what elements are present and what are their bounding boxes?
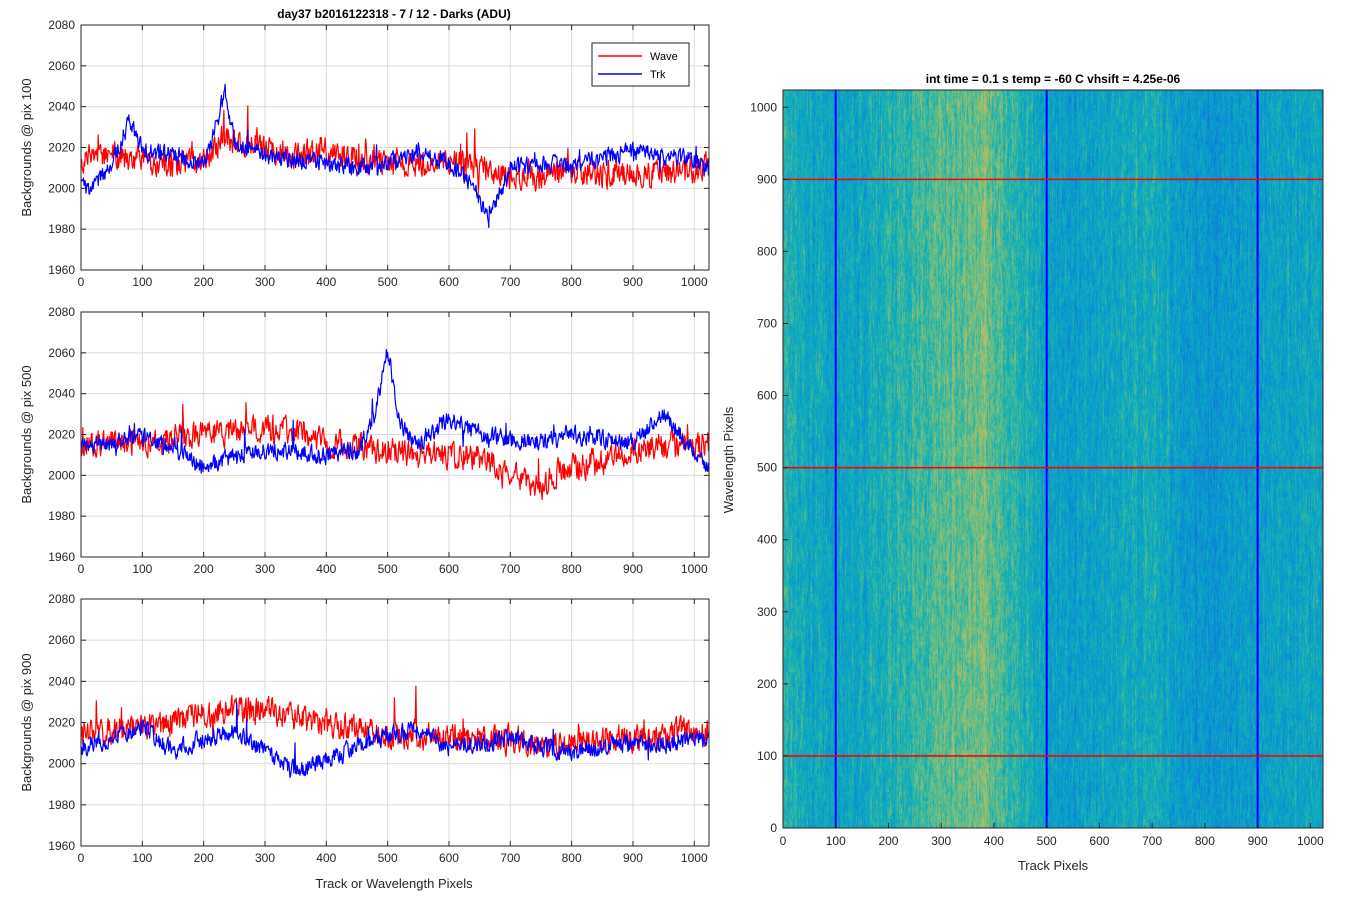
x-tick-label: 1000 [681, 275, 708, 289]
x-tick-label: 0 [78, 851, 85, 865]
y-tick-label: 400 [757, 533, 777, 547]
y-tick-label: 2020 [48, 428, 75, 442]
heatmap-frame [782, 89, 1324, 829]
y-tick-label: 1980 [48, 222, 75, 236]
y-tick-label: 1980 [48, 509, 75, 523]
y-tick-label: 2080 [48, 592, 75, 606]
x-tick-label: 500 [1037, 834, 1057, 848]
y-tick-label: 1980 [48, 798, 75, 812]
x-tick-label: 900 [623, 275, 643, 289]
x-tick-label: 600 [439, 562, 459, 576]
x-axis-label-left: Track or Wavelength Pixels [315, 876, 473, 891]
y-tick-label: 2020 [48, 141, 75, 155]
legend-box [591, 42, 690, 87]
y-tick-label: 900 [757, 172, 777, 186]
x-tick-label: 600 [439, 851, 459, 865]
legend-label-wave: Wave [650, 51, 678, 63]
line-plot-pix-900: 0 100 200 300 400 500 600 700 800 900 1000 1960 1980… [19, 592, 710, 865]
series-line-trk [80, 348, 709, 474]
x-tick-label: 0 [780, 834, 787, 848]
legend: Wave Trk [591, 42, 690, 87]
x-tick-label: 900 [623, 562, 643, 576]
x-tick-label: 700 [500, 851, 520, 865]
line-plot-pix-100: 0 100 200 300 400 500 600 700 800 900 1000 1960 1980… [19, 18, 710, 289]
y-tick-label: 2020 [48, 716, 75, 730]
x-tick-label: 800 [562, 851, 582, 865]
figure-title: day37 b2016122318 - 7 / 12 - Darks (ADU) [277, 7, 510, 21]
y-tick-label: 1960 [48, 839, 75, 853]
y-axis-label: Backgrounds @ pix 500 [19, 365, 34, 503]
x-tick-label: 600 [1089, 834, 1109, 848]
y-tick-label: 2080 [48, 18, 75, 32]
y-tick-label: 2080 [48, 305, 75, 319]
x-tick-label: 500 [378, 851, 398, 865]
y-tick-label: 2000 [48, 757, 75, 771]
x-tick-label: 1000 [681, 562, 708, 576]
x-tick-label: 900 [1248, 834, 1268, 848]
y-tick-label: 1960 [48, 550, 75, 564]
x-tick-label: 400 [316, 275, 336, 289]
x-tick-label: 800 [1195, 834, 1215, 848]
x-tick-label: 400 [316, 562, 336, 576]
x-tick-label: 100 [132, 275, 152, 289]
y-tick-label: 2060 [48, 346, 75, 360]
legend-label-trk: Trk [650, 69, 666, 81]
y-tick-label: 200 [757, 677, 777, 691]
x-tick-label: 200 [194, 275, 214, 289]
heatmap-x-axis-label: Track Pixels [1018, 858, 1089, 873]
x-tick-label: 800 [562, 562, 582, 576]
line-plot-pix-500: 0 100 200 300 400 500 600 700 800 900 1000 1960 1980… [19, 305, 710, 576]
x-tick-label: 200 [878, 834, 898, 848]
y-tick-label: 2040 [48, 674, 75, 688]
series-line-wave [80, 402, 709, 501]
y-axis-label: Backgrounds @ pix 900 [19, 653, 34, 791]
y-tick-label: 700 [757, 317, 777, 331]
x-tick-label: 500 [378, 562, 398, 576]
x-tick-label: 900 [623, 851, 643, 865]
heatmap-plot: int time = 0.1 s temp = -60 C vhsift = 4… [721, 72, 1324, 873]
series-line-trk [80, 83, 709, 229]
y-tick-label: 500 [757, 461, 777, 475]
y-tick-label: 2040 [48, 100, 75, 114]
x-tick-label: 400 [316, 851, 336, 865]
x-tick-label: 600 [439, 275, 459, 289]
y-tick-label: 2060 [48, 59, 75, 73]
y-axis-label: Backgrounds @ pix 100 [19, 78, 34, 216]
x-tick-label: 200 [194, 851, 214, 865]
y-tick-label: 2040 [48, 387, 75, 401]
y-tick-label: 1960 [48, 263, 75, 277]
x-tick-label: 1000 [1297, 834, 1324, 848]
y-tick-label: 2000 [48, 468, 75, 482]
y-tick-label: 2000 [48, 181, 75, 195]
x-tick-label: 700 [500, 562, 520, 576]
y-tick-label: 800 [757, 244, 777, 258]
x-tick-label: 200 [194, 562, 214, 576]
y-tick-label: 600 [757, 389, 777, 403]
y-tick-label: 100 [757, 749, 777, 763]
x-tick-label: 500 [378, 275, 398, 289]
x-tick-label: 100 [132, 851, 152, 865]
y-tick-label: 300 [757, 605, 777, 619]
heatmap-image [783, 90, 1323, 828]
x-tick-label: 700 [1142, 834, 1162, 848]
x-tick-label: 700 [500, 275, 520, 289]
series-line-trk [80, 701, 709, 779]
x-tick-label: 300 [255, 851, 275, 865]
x-tick-label: 0 [78, 562, 85, 576]
y-tick-label: 1000 [750, 100, 777, 114]
heatmap-title: int time = 0.1 s temp = -60 C vhsift = 4… [926, 72, 1181, 86]
x-tick-label: 100 [826, 834, 846, 848]
x-tick-label: 100 [132, 562, 152, 576]
x-tick-label: 300 [255, 275, 275, 289]
y-tick-label: 2060 [48, 633, 75, 647]
x-tick-label: 300 [255, 562, 275, 576]
x-tick-label: 800 [562, 275, 582, 289]
y-tick-label: 0 [770, 821, 777, 835]
heatmap-y-axis-label: Wavelength Pixels [721, 406, 736, 513]
x-tick-label: 300 [931, 834, 951, 848]
x-tick-label: 400 [984, 834, 1004, 848]
x-tick-label: 0 [78, 275, 85, 289]
x-tick-label: 1000 [681, 851, 708, 865]
